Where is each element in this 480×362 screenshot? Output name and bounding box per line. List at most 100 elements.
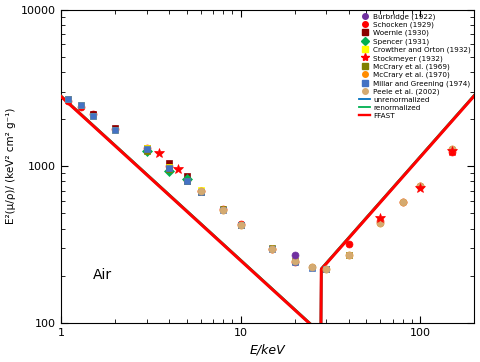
- Crowther and Orton (1932): [184, 178, 190, 183]
- Schocken (1929): [66, 99, 72, 104]
- renormalized: [318, 331, 324, 336]
- McCrary et al. (1970): [292, 259, 298, 264]
- McCrary et al. (1969): [324, 266, 329, 271]
- Millar and Greening (1974): [79, 103, 84, 107]
- Peele et al. (2002): [346, 253, 352, 257]
- renormalized: [471, 93, 477, 97]
- Line: renormalized: renormalized: [61, 95, 474, 333]
- Spencer (1931): [144, 148, 150, 153]
- Line: Stockmeyer (1932): Stockmeyer (1932): [154, 146, 457, 223]
- McCrary et al. (1970): [198, 189, 204, 193]
- renormalized: [388, 187, 394, 191]
- FFAST: [388, 188, 394, 192]
- Peele et al. (2002): [378, 220, 384, 225]
- Peele et al. (2002): [449, 147, 455, 152]
- Line: Spencer (1931): Spencer (1931): [143, 147, 190, 182]
- unrenormalized: [240, 260, 246, 265]
- Millar and Greening (1974): [238, 223, 243, 227]
- Schocken (1929): [184, 178, 190, 182]
- Y-axis label: E²(μ/ρ)/ (keV² cm² g⁻¹): E²(μ/ρ)/ (keV² cm² g⁻¹): [6, 108, 15, 224]
- Text: Air: Air: [93, 268, 112, 282]
- Millar and Greening (1974): [198, 189, 204, 194]
- Woernle (1930): [184, 174, 190, 178]
- Peele et al. (2002): [324, 267, 329, 272]
- Millar and Greening (1974): [220, 207, 226, 212]
- unrenormalized: [388, 188, 394, 192]
- FFAST: [471, 93, 477, 98]
- Millar and Greening (1974): [112, 127, 118, 132]
- Line: McCrary et al. (1969): McCrary et al. (1969): [143, 147, 352, 272]
- Woernle (1930): [66, 97, 72, 101]
- Woernle (1930): [112, 126, 118, 130]
- Schocken (1929): [112, 127, 118, 131]
- Millar and Greening (1974): [66, 97, 72, 101]
- Schocken (1929): [449, 150, 455, 154]
- unrenormalized: [318, 331, 324, 336]
- McCrary et al. (1970): [449, 147, 455, 152]
- Peele et al. (2002): [198, 188, 204, 193]
- unrenormalized: [342, 240, 348, 244]
- Crowther and Orton (1932): [90, 114, 96, 118]
- Millar and Greening (1974): [184, 178, 190, 183]
- Schocken (1929): [238, 222, 243, 226]
- Crowther and Orton (1932): [79, 103, 84, 108]
- Peele et al. (2002): [220, 207, 226, 212]
- renormalized: [240, 260, 246, 264]
- Millar and Greening (1974): [90, 114, 96, 118]
- McCrary et al. (1969): [198, 189, 204, 194]
- Stockmeyer (1932): [378, 216, 384, 220]
- Stockmeyer (1932): [156, 151, 162, 156]
- Schocken (1929): [400, 200, 406, 205]
- Woernle (1930): [144, 146, 150, 150]
- unrenormalized: [100, 132, 106, 137]
- McCrary et al. (1970): [269, 247, 275, 251]
- Line: Crowther and Orton (1932): Crowther and Orton (1932): [65, 95, 204, 194]
- Peele et al. (2002): [309, 265, 315, 269]
- Line: unrenormalized: unrenormalized: [61, 95, 474, 333]
- FFAST: [225, 247, 231, 251]
- Schocken (1929): [144, 146, 150, 150]
- Woernle (1930): [90, 112, 96, 116]
- Line: FFAST: FFAST: [61, 96, 474, 334]
- McCrary et al. (1970): [220, 207, 226, 212]
- Spencer (1931): [166, 168, 172, 173]
- McCrary et al. (1970): [418, 184, 423, 188]
- Line: McCrary et al. (1970): McCrary et al. (1970): [197, 146, 456, 273]
- McCrary et al. (1969): [144, 148, 150, 153]
- McCrary et al. (1970): [400, 199, 406, 204]
- McCrary et al. (1970): [346, 253, 352, 257]
- Schocken (1929): [79, 105, 84, 109]
- McCrary et al. (1970): [378, 221, 384, 225]
- Crowther and Orton (1932): [144, 146, 150, 151]
- McCrary et al. (1969): [269, 246, 275, 251]
- Peele et al. (2002): [400, 199, 406, 204]
- unrenormalized: [471, 93, 477, 97]
- Crowther and Orton (1932): [66, 97, 72, 101]
- FFAST: [342, 240, 348, 244]
- Millar and Greening (1974): [292, 260, 298, 264]
- Schocken (1929): [269, 247, 275, 252]
- renormalized: [100, 132, 106, 136]
- renormalized: [381, 195, 387, 200]
- Line: Peele et al. (2002): Peele et al. (2002): [197, 146, 456, 273]
- Peele et al. (2002): [418, 184, 423, 188]
- McCrary et al. (1969): [184, 179, 190, 184]
- Millar and Greening (1974): [309, 266, 315, 270]
- Line: Millar and Greening (1974): Millar and Greening (1974): [65, 95, 330, 273]
- McCrary et al. (1969): [292, 259, 298, 264]
- renormalized: [58, 94, 64, 98]
- Spencer (1931): [184, 177, 190, 181]
- Stockmeyer (1932): [176, 167, 181, 171]
- McCrary et al. (1969): [238, 222, 243, 227]
- Millar and Greening (1974): [166, 165, 172, 170]
- Peele et al. (2002): [269, 247, 275, 251]
- Schocken (1929): [166, 163, 172, 168]
- Peele et al. (2002): [292, 259, 298, 264]
- renormalized: [342, 239, 348, 244]
- Millar and Greening (1974): [269, 247, 275, 251]
- FFAST: [318, 332, 324, 336]
- Schocken (1929): [90, 112, 96, 116]
- Line: Woernle (1930): Woernle (1930): [65, 95, 190, 179]
- McCrary et al. (1969): [166, 167, 172, 171]
- Woernle (1930): [166, 161, 172, 165]
